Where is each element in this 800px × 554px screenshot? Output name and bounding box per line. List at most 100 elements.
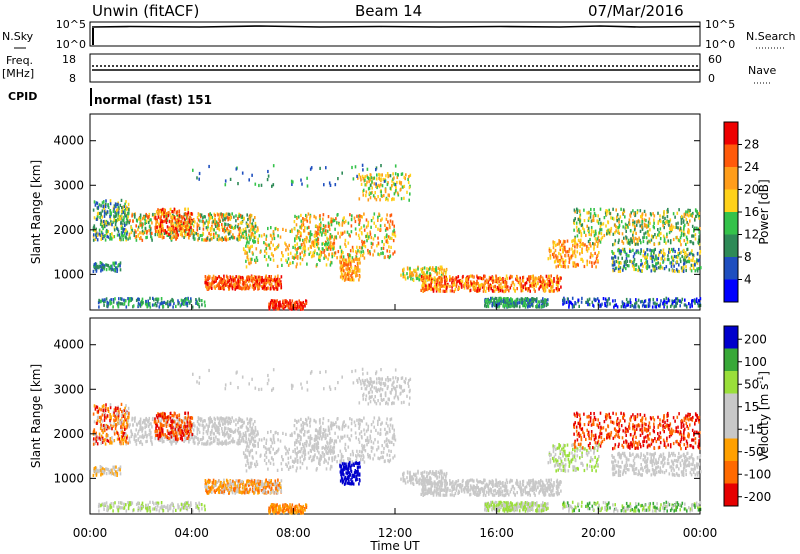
echo-cell	[358, 269, 361, 273]
echo-cell	[97, 214, 99, 219]
echo-cell	[286, 260, 288, 264]
echo-cell	[663, 213, 665, 217]
echo-cell	[644, 261, 646, 266]
echo-cell	[587, 226, 590, 230]
echo-cell	[523, 303, 526, 307]
echo-cell	[567, 253, 570, 258]
power-colorbar-label: Power [dB]	[757, 179, 771, 244]
echo-cell	[527, 298, 529, 302]
echo-cell	[594, 251, 596, 255]
echo-cell	[675, 297, 677, 301]
echo-cell	[240, 286, 242, 290]
echo-cell	[593, 247, 595, 251]
echo-cell	[589, 215, 592, 219]
echo-cell	[392, 172, 394, 176]
echo-cell	[328, 253, 330, 257]
echo-cell	[697, 227, 700, 231]
echo-cell	[552, 246, 555, 250]
echo-cell	[93, 437, 95, 441]
echo-cell	[344, 242, 346, 246]
echo-cell	[98, 211, 101, 216]
echo-cell	[187, 211, 190, 215]
echo-cell	[485, 300, 488, 304]
echo-cell	[127, 215, 129, 219]
echo-cell	[215, 220, 218, 224]
echo-cell	[208, 220, 210, 224]
echo-cell	[291, 307, 293, 311]
echo-cell	[689, 303, 692, 307]
echo-cell	[379, 224, 382, 228]
echo-cell	[587, 303, 589, 307]
echo-cell	[123, 408, 126, 413]
echo-cell	[105, 467, 107, 471]
echo-cell	[104, 210, 107, 214]
echo-cell	[595, 257, 598, 261]
echo-cell	[408, 186, 411, 190]
echo-cell	[431, 266, 434, 270]
echo-cell	[155, 222, 157, 227]
echo-cell	[181, 302, 183, 306]
echo-cell	[551, 280, 554, 284]
echo-cell	[307, 247, 310, 251]
echo-cell	[96, 201, 99, 205]
echo-cell	[269, 247, 272, 251]
echo-cell	[539, 277, 541, 281]
echo-cell	[314, 241, 316, 245]
echo-cell	[676, 256, 679, 260]
echo-cell	[111, 264, 113, 268]
echo-cell	[692, 256, 694, 260]
echo-cell	[619, 266, 622, 270]
echo-cell	[648, 298, 650, 302]
echo-cell	[270, 234, 273, 238]
echo-cell	[599, 207, 602, 211]
echo-cell	[149, 302, 151, 306]
echo-cell	[544, 283, 546, 287]
echo-cell	[618, 217, 620, 221]
echo-cell	[319, 258, 321, 262]
echo-cell	[580, 238, 582, 242]
echo-cell	[618, 220, 620, 224]
echo-cell	[194, 237, 196, 241]
echo-cell	[95, 201, 98, 205]
echo-cell	[249, 245, 252, 249]
echo-cell	[671, 301, 674, 305]
echo-cell	[189, 212, 191, 216]
echo-cell	[328, 237, 331, 241]
echo-cell	[392, 252, 394, 256]
echo-cell	[597, 221, 600, 225]
echo-cell	[147, 220, 150, 225]
echo-cell	[555, 276, 558, 280]
echo-cell	[223, 222, 226, 226]
echo-cell	[327, 257, 329, 261]
echo-cell	[339, 266, 342, 270]
echo-cell	[222, 280, 224, 284]
echo-cell	[672, 225, 674, 229]
echo-cell	[119, 465, 122, 469]
echo-cell	[131, 214, 133, 218]
echo-cell	[573, 218, 575, 222]
echo-cell	[224, 237, 227, 241]
echo-cell	[246, 238, 249, 242]
echo-cell	[394, 172, 397, 176]
echo-cell	[94, 262, 97, 266]
echo-cell	[318, 255, 320, 259]
echo-cell	[204, 281, 206, 285]
echo-cell	[663, 302, 666, 307]
echo-cell	[627, 303, 630, 307]
echo-cell	[491, 278, 493, 282]
echo-cell	[635, 300, 638, 305]
echo-cell	[640, 263, 642, 267]
echo-cell	[155, 210, 158, 214]
echo-cell	[298, 299, 300, 303]
echo-cell	[623, 236, 625, 240]
echo-cell	[146, 235, 148, 239]
echo-cell	[662, 251, 665, 256]
echo-cell	[632, 230, 635, 234]
echo-cell	[506, 305, 509, 309]
echo-cell	[621, 239, 623, 243]
echo-cell	[683, 261, 686, 265]
echo-cell	[485, 286, 488, 290]
echo-cell	[95, 466, 98, 470]
echo-cell	[387, 235, 390, 239]
echo-cell	[473, 287, 476, 291]
